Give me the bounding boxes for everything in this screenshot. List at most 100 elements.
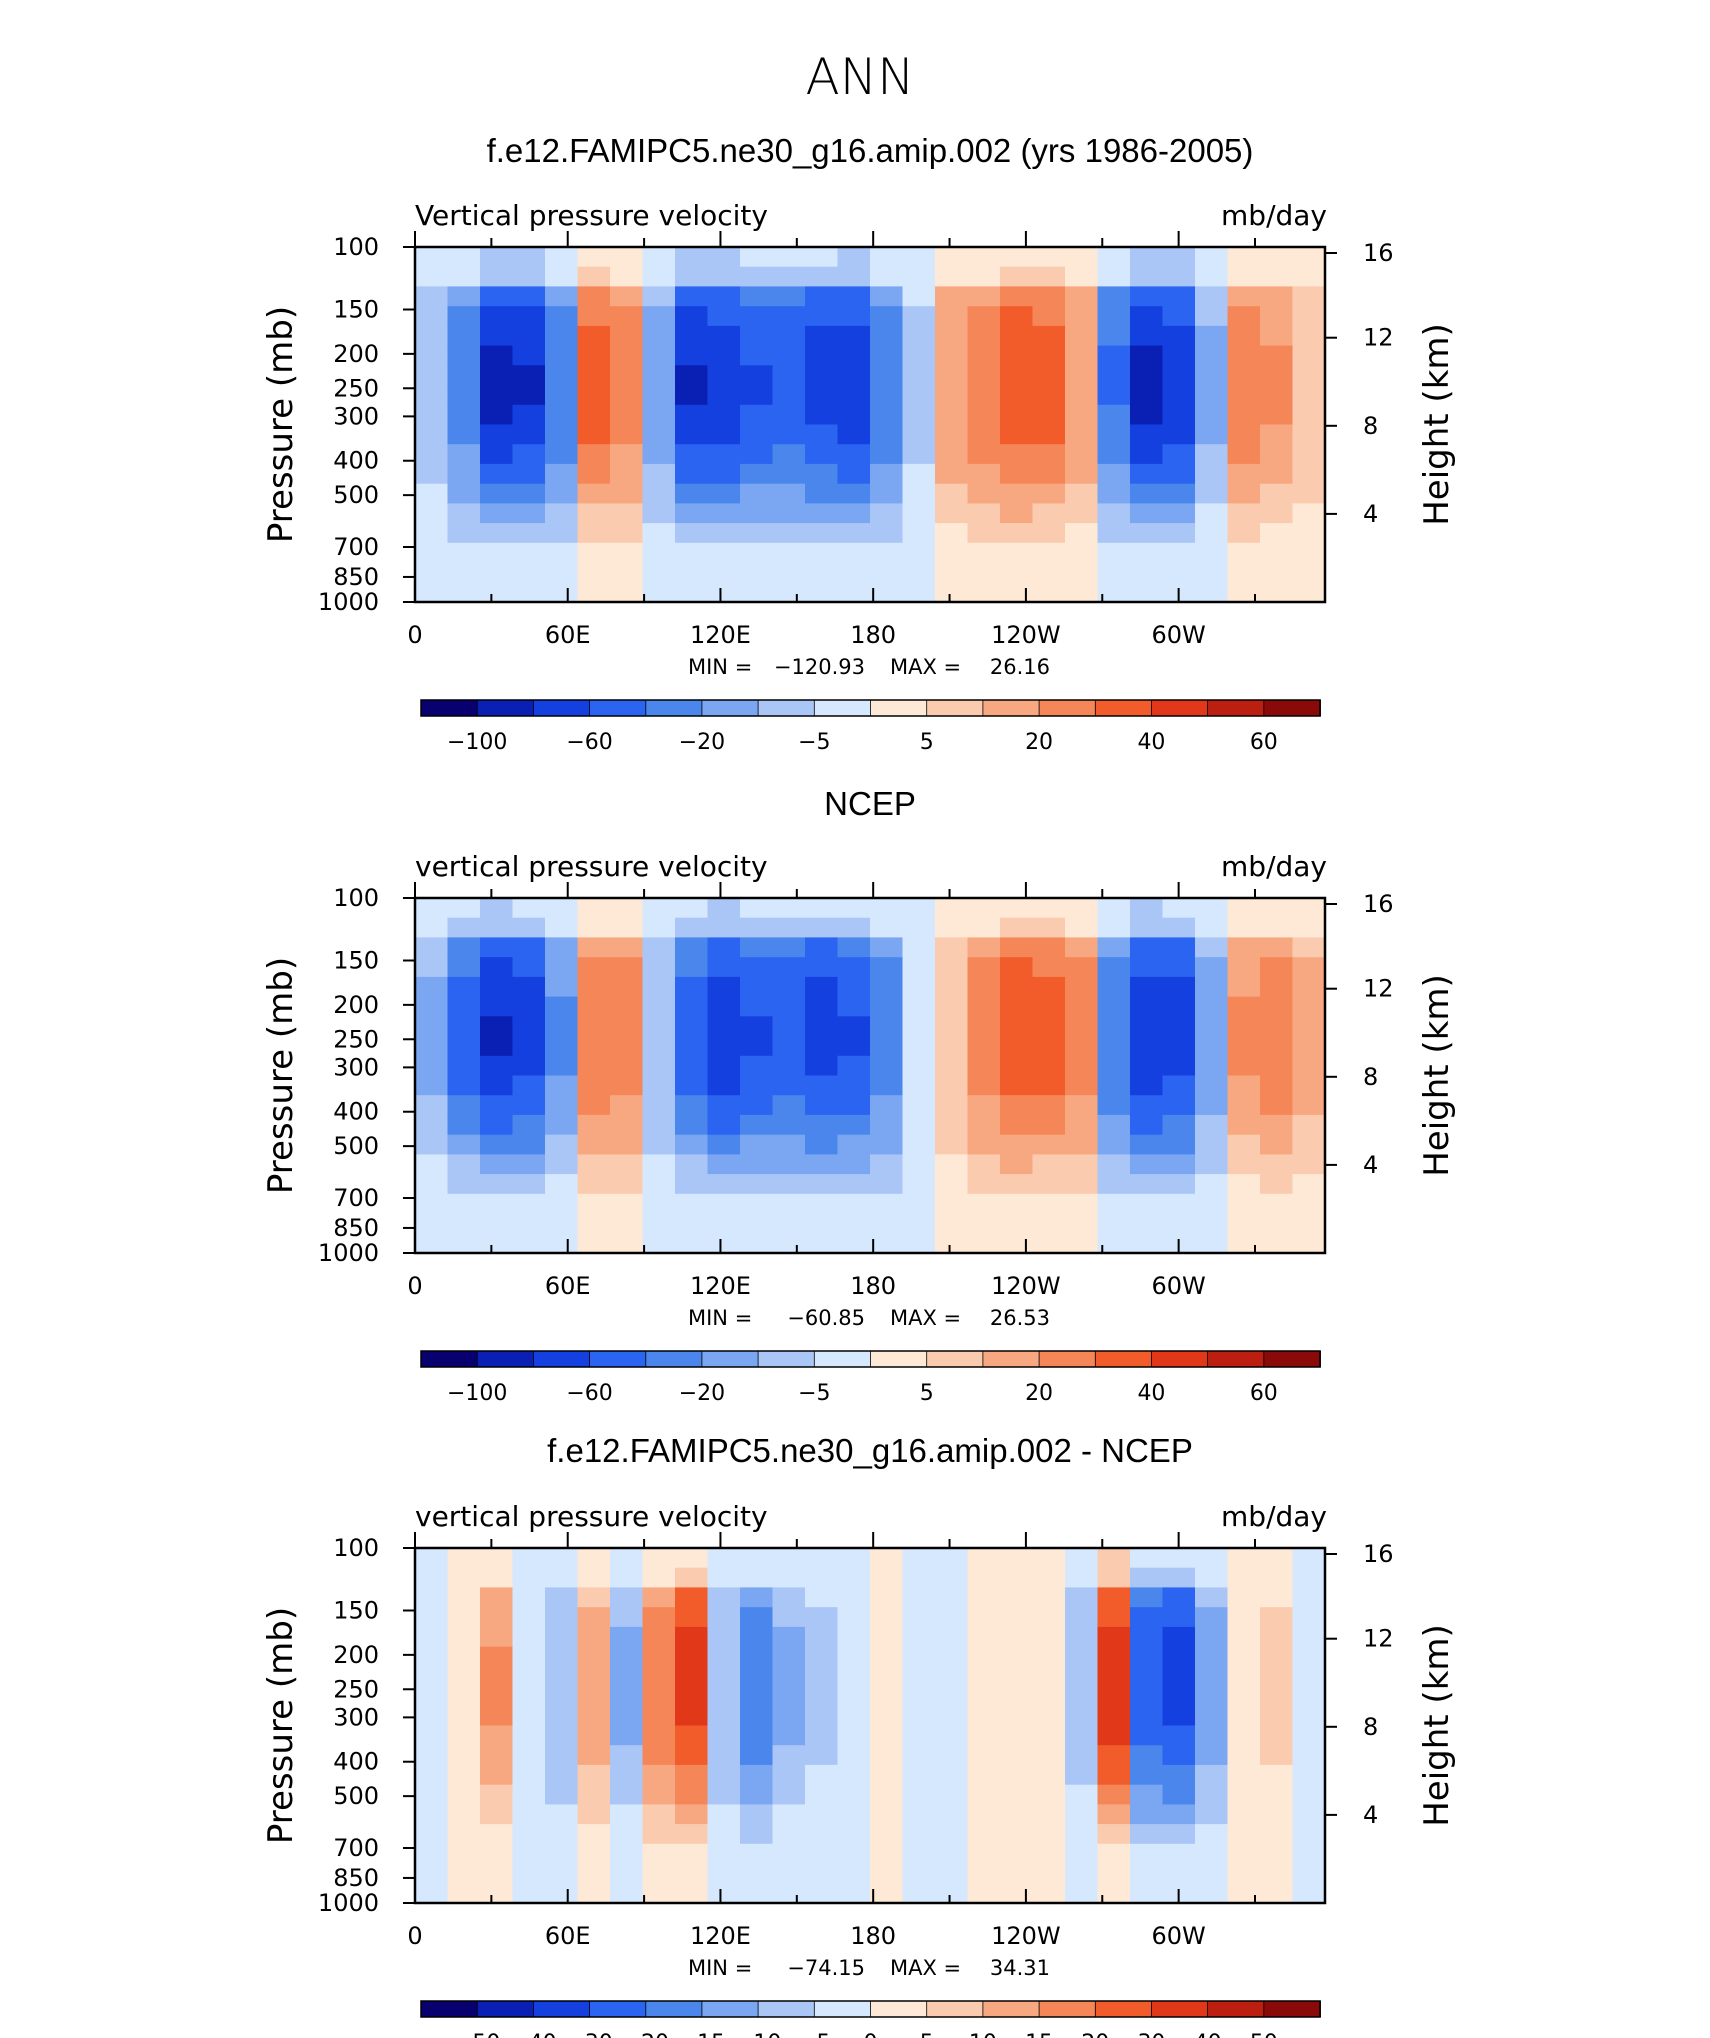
x-tick-label: 120W — [991, 621, 1061, 649]
contour-cell — [1130, 1114, 1164, 1136]
contour-cell — [1032, 1745, 1066, 1766]
contour-cell — [967, 1233, 1001, 1254]
contour-cell — [902, 1095, 936, 1116]
contour-cell — [1032, 937, 1066, 958]
contour-cell — [967, 1804, 1001, 1825]
contour-cell — [1227, 957, 1261, 978]
contour-cell — [577, 996, 611, 1018]
contour-cell — [967, 523, 1001, 544]
contour-cell — [610, 325, 644, 347]
contour-cell — [1227, 1686, 1261, 1707]
contour-cell — [447, 1016, 481, 1037]
contour-cell — [967, 247, 1001, 268]
contour-cell — [675, 1036, 709, 1057]
contour-cell — [1097, 1095, 1131, 1116]
contour-cell — [740, 917, 774, 939]
contour-cell — [415, 1745, 449, 1766]
contour-cell — [1195, 582, 1229, 603]
contour-cell — [707, 1686, 741, 1707]
contour-cell — [512, 1016, 546, 1037]
contour-cell — [1162, 996, 1196, 1018]
contour-cell — [415, 1114, 449, 1136]
y-tick-label: 700 — [333, 1184, 379, 1212]
x-tick-label: 180 — [850, 1922, 896, 1950]
colorbar: −100 −60 −20 −5 5 20 40 60 — [420, 699, 1321, 755]
contour-cell — [1195, 1154, 1229, 1175]
contour-cell — [967, 937, 1001, 958]
contour-cell — [675, 1193, 709, 1215]
contour-cell — [675, 424, 709, 445]
colorbar-swatch — [1151, 699, 1209, 717]
contour-cell — [707, 325, 741, 347]
contour-cell — [902, 1686, 936, 1707]
contour-cell — [1065, 1055, 1099, 1077]
contour-cell — [1097, 1764, 1131, 1786]
contour-cell — [1195, 1725, 1229, 1746]
contour-cell — [610, 996, 644, 1018]
contour-cell — [902, 976, 936, 998]
contour-cell — [902, 1075, 936, 1096]
contour-cell — [480, 444, 514, 465]
contour-cell — [447, 1764, 481, 1786]
contour-cell — [935, 1075, 969, 1096]
contour-cell — [1195, 463, 1229, 485]
colorbar-label: −15 — [679, 2031, 725, 2038]
contour-cell — [1260, 1055, 1294, 1077]
contour-cell — [675, 385, 709, 406]
contour-cell — [1065, 286, 1099, 307]
contour-cell — [740, 976, 774, 998]
contour-cell — [545, 325, 579, 347]
contour-cell — [1000, 542, 1034, 564]
contour-cell — [1000, 523, 1034, 544]
contour-cell — [447, 1055, 481, 1077]
contour-cell — [740, 937, 774, 958]
contour-cell — [577, 1863, 611, 1885]
contour-cell — [675, 957, 709, 978]
contour-cell — [545, 582, 579, 603]
contour-cell — [707, 1233, 741, 1254]
y-axis-right-title: Height (km) — [1417, 323, 1457, 526]
contour-cell — [610, 1686, 644, 1707]
contour-cell — [1097, 976, 1131, 998]
contour-cell — [1032, 1233, 1066, 1254]
contour-cell — [805, 365, 839, 386]
contour-cell — [837, 976, 871, 998]
contour-cell — [447, 1883, 481, 1904]
contour-cell — [675, 365, 709, 386]
contour-cell — [577, 247, 611, 268]
contour-cell — [1292, 266, 1326, 288]
contour-cell — [545, 247, 579, 268]
contour-cell — [480, 1016, 514, 1037]
contour-cell — [1130, 1705, 1164, 1727]
contour-cell — [1195, 1233, 1229, 1254]
contour-cell — [1227, 1134, 1261, 1156]
contour-cell — [415, 1764, 449, 1786]
contour-cell — [415, 996, 449, 1018]
contour-cell — [545, 345, 579, 367]
contour-cell — [1032, 365, 1066, 386]
contour-cell — [1162, 1567, 1196, 1589]
contour-cell — [772, 1213, 806, 1235]
contour-cell — [870, 1843, 904, 1865]
contour-cell — [1260, 1626, 1294, 1648]
colorbar-label: −40 — [510, 2031, 556, 2038]
contour-cell — [1130, 483, 1164, 505]
contour-cell — [1195, 1764, 1229, 1786]
contour-cell — [480, 424, 514, 445]
contour-cell — [1260, 1646, 1294, 1668]
contour-cell — [837, 1548, 871, 1569]
contour-cell — [1000, 1174, 1034, 1195]
contour-cell — [675, 1095, 709, 1116]
colorbar-label: 40 — [1137, 1381, 1165, 1406]
contour-cell — [577, 917, 611, 939]
contour-cell — [447, 1174, 481, 1195]
contour-cell — [415, 937, 449, 958]
contour-cell — [1195, 1626, 1229, 1648]
contour-cell — [577, 266, 611, 288]
contour-cell — [642, 306, 676, 327]
contour-cell — [675, 1863, 709, 1885]
contour-cell — [1260, 1134, 1294, 1156]
contour-cell — [1162, 463, 1196, 485]
contour-cell — [1195, 976, 1229, 998]
plot-frame — [413, 896, 1327, 1255]
